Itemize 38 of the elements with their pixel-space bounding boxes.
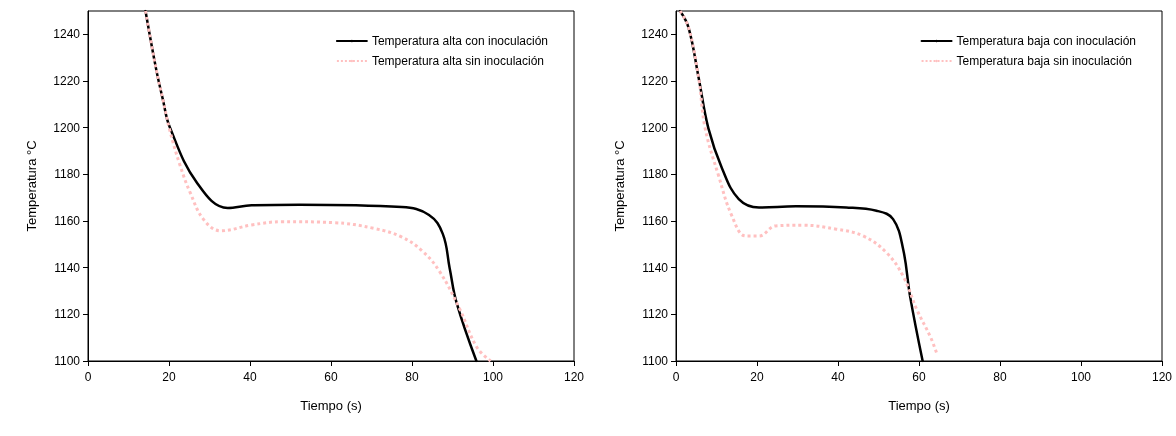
x-tick-label: 120	[563, 370, 585, 384]
y-axis-title: Temperatura °C	[24, 140, 39, 232]
x-tick-label: 80	[993, 370, 1007, 384]
y-tick-label: 1200	[641, 120, 669, 135]
x-axis-title: Tiempo (s)	[300, 398, 362, 413]
x-tick-label: 60	[912, 370, 926, 384]
y-tick-label: 1120	[642, 307, 669, 322]
x-tick-label: 0	[84, 370, 92, 384]
x-tick-label: 60	[324, 370, 338, 384]
x-tick-label: 40	[831, 370, 845, 384]
y-tick-label: 1140	[642, 260, 669, 275]
y-tick-label: 1160	[642, 214, 669, 228]
x-tick-label: 0	[672, 370, 680, 384]
x-tick-label: 100	[482, 370, 504, 384]
y-axis-title: Temperatura °C	[612, 140, 627, 232]
y-tick-label: 1200	[53, 120, 81, 135]
x-tick-label: 120	[1151, 370, 1173, 384]
y-tick-label: 1180	[642, 167, 669, 182]
x-tick-label: 40	[243, 370, 257, 384]
legend-label: Temperatura baja sin inoculación	[956, 54, 1132, 68]
y-tick-label: 1220	[641, 74, 669, 88]
y-tick-label: 1220	[53, 74, 81, 88]
y-tick-label: 1240	[641, 27, 669, 42]
x-axis-title: Tiempo (s)	[888, 398, 950, 413]
x-tick-label: 80	[405, 370, 419, 384]
legend-label: Temperatura alta sin inoculación	[371, 54, 545, 68]
y-tick-label: 1100	[54, 354, 81, 368]
y-tick-label: 1240	[53, 27, 81, 42]
x-tick-label: 100	[1070, 370, 1092, 384]
legend-label: Temperatura baja con inoculación	[956, 34, 1137, 48]
y-tick-label: 1120	[54, 307, 81, 322]
legend-label: Temperatura alta con inoculación	[371, 34, 549, 48]
y-tick-label: 1160	[54, 214, 81, 228]
y-tick-label: 1140	[54, 260, 81, 275]
x-tick-label: 20	[750, 370, 764, 384]
y-tick-label: 1100	[642, 354, 669, 368]
y-tick-label: 1180	[54, 167, 81, 182]
x-tick-label: 20	[162, 370, 176, 384]
